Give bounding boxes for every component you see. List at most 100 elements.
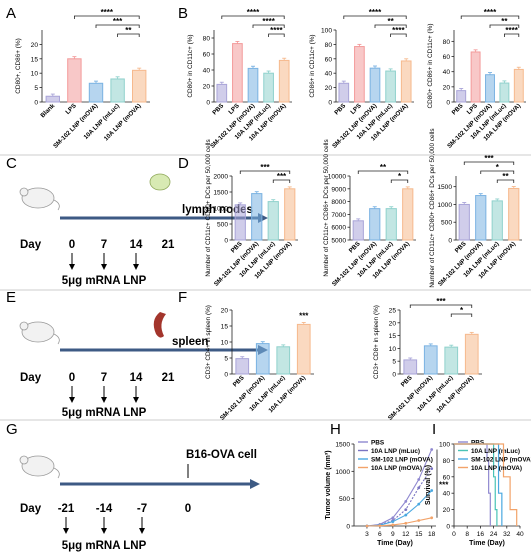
y-tick-label: 15 [31, 56, 39, 63]
schedule-target: B16-OVA cell [186, 449, 257, 461]
bar [508, 187, 520, 241]
bar [400, 60, 412, 103]
data-point [391, 516, 395, 520]
legend-label: PBS [471, 440, 485, 447]
y-tick-label: 80 [443, 39, 451, 46]
y-tick-label: 15 [389, 333, 397, 340]
lymph-node-icon [149, 173, 171, 191]
y-axis-label: CD86+ in CD11c+ (%) [309, 34, 316, 97]
data-point [430, 448, 434, 451]
significance-bracket [357, 170, 409, 174]
day-tick: -21 [58, 503, 75, 515]
y-tick-label: 100 [321, 28, 332, 35]
data-point [404, 500, 408, 503]
bar [267, 201, 279, 241]
y-tick-label: 20 [325, 85, 333, 92]
significance-bracket [272, 179, 291, 183]
panel-label-A: A [6, 5, 16, 22]
day-tick: 21 [162, 239, 175, 251]
significance-label: **** [392, 26, 405, 35]
y-axis-label: CD80+ in CD11c+ (%) [187, 34, 194, 97]
legend-label: 10A LNP (mLuc) [471, 448, 520, 455]
bar [470, 51, 481, 103]
day-tick: 14 [130, 239, 143, 251]
bar [369, 67, 381, 103]
x-axis-label: Time (Day) [377, 540, 413, 547]
x-tick-label: 15 [415, 531, 423, 538]
y-tick-label: 0 [346, 524, 350, 531]
data-point [430, 516, 434, 520]
bar [403, 359, 418, 375]
bar [255, 343, 270, 375]
y-tick-label: 60 [203, 52, 211, 59]
schedule-e: spleen Day 0 7 14 21 5μg mRNA LNP [19, 312, 268, 419]
day-tick: 21 [162, 372, 175, 384]
bar [296, 323, 311, 375]
dose-arrowheads [63, 528, 145, 534]
y-tick-label: 500 [339, 496, 350, 503]
y-tick-label: 0 [224, 372, 228, 379]
x-tick-label: 40 [516, 531, 524, 538]
y-tick-label: 9000 [331, 186, 346, 193]
significance-bracket [463, 161, 515, 165]
significance-bracket [239, 170, 291, 174]
y-tick-label: 5 [392, 359, 396, 366]
bar [67, 58, 82, 103]
dose-label: 5μg mRNA LNP [62, 540, 147, 552]
y-axis-label: Number of CD11c+ CD80+ CD86+ DCs per 50,… [429, 128, 436, 287]
data-point [417, 519, 421, 522]
y-tick-label: 0 [34, 100, 38, 107]
series-line [366, 517, 432, 527]
bar [235, 358, 250, 375]
significance-bracket [268, 33, 285, 37]
data-point [404, 521, 408, 525]
x-tick-label: PBS [454, 240, 468, 254]
y-tick-label: 0 [446, 524, 450, 531]
x-tick-label: 10A LNP (mLuc) [248, 374, 287, 413]
data-point [404, 508, 408, 511]
significance-bracket [480, 170, 515, 174]
day-tick: 7 [101, 239, 107, 251]
significance-bracket [460, 15, 520, 19]
bar [352, 220, 364, 241]
bar [456, 90, 467, 103]
dose-label: 5μg mRNA LNP [62, 275, 147, 287]
x-tick-label: PBS [230, 240, 244, 254]
bar [88, 82, 104, 103]
panel-label-C: C [6, 155, 17, 172]
significance-label: ** [502, 172, 509, 181]
data-point [417, 478, 421, 481]
x-tick-label: 3 [365, 531, 369, 538]
data-point [404, 513, 408, 517]
x-tick-label: LPS [64, 102, 77, 115]
spleen-icon [153, 312, 166, 338]
y-axis-label: CD3+ CD4+ in spleen (%) [205, 305, 212, 379]
day-label: Day [20, 239, 42, 251]
y-tick-label: 1500 [335, 442, 350, 449]
significance-bracket [489, 24, 520, 28]
y-tick-label: 7000 [331, 212, 346, 219]
significance-label: * [496, 163, 500, 172]
y-tick-label: 40 [443, 69, 451, 76]
panel-label-I: I [432, 421, 436, 438]
significance-label: *** [439, 481, 449, 490]
y-tick-label: 80 [443, 458, 451, 465]
y-axis-label: Tumor volume (mm³) [325, 450, 332, 519]
panel-label-G: G [6, 421, 18, 438]
significance-label: **** [247, 8, 260, 17]
schedule-g: B16-OVA cell Day -21 -14 -7 0 5μg mRNA L… [19, 449, 260, 552]
dose-arrowheads [69, 264, 139, 270]
y-tick-label: 40 [325, 71, 333, 78]
bar [251, 193, 263, 241]
x-tick-label: PBS [451, 102, 465, 116]
bar [385, 208, 397, 241]
y-tick-label: 5 [34, 85, 38, 92]
significance-label: * [460, 306, 464, 315]
dose-arrows [65, 517, 143, 530]
y-tick-label: 0 [224, 238, 228, 245]
x-tick-label: 0 [452, 531, 456, 538]
data-point [417, 486, 421, 490]
bar [263, 72, 274, 103]
x-tick-label: PBS [333, 102, 347, 116]
